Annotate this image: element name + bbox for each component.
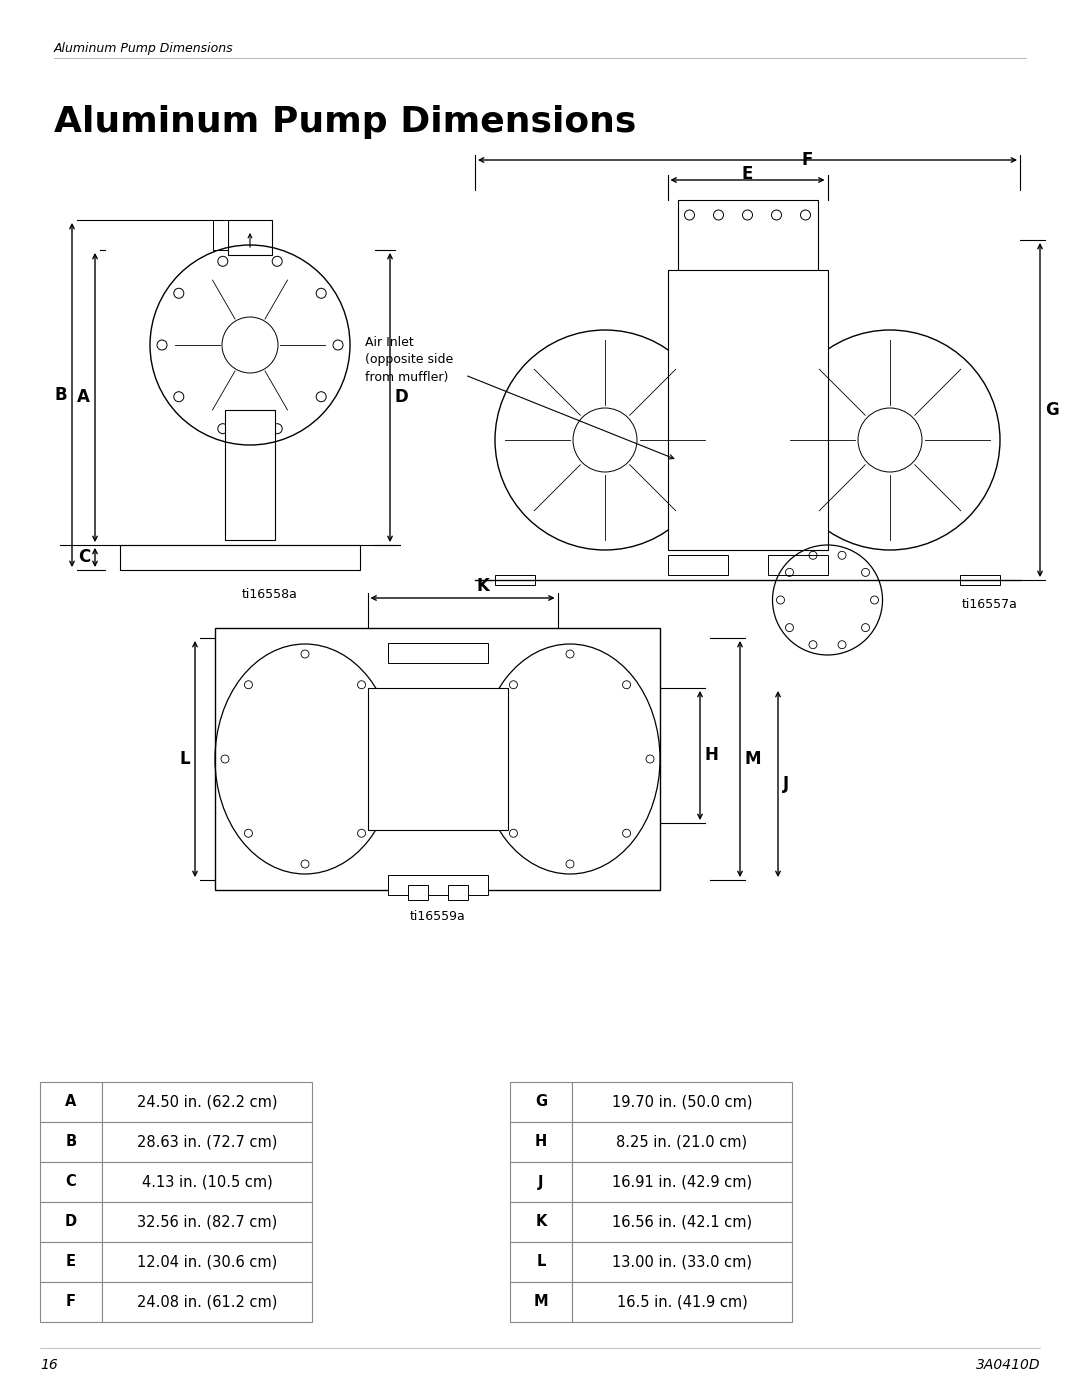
Text: 16: 16 xyxy=(40,1358,57,1372)
Bar xyxy=(572,1162,792,1201)
Bar xyxy=(510,1083,572,1122)
Text: L: L xyxy=(179,750,190,768)
Bar xyxy=(960,576,1000,585)
Text: J: J xyxy=(538,1175,543,1189)
Text: 8.25 in. (21.0 cm): 8.25 in. (21.0 cm) xyxy=(617,1134,747,1150)
Text: F: F xyxy=(801,151,813,169)
Text: 3A0410D: 3A0410D xyxy=(975,1358,1040,1372)
Text: 13.00 in. (33.0 cm): 13.00 in. (33.0 cm) xyxy=(612,1255,752,1270)
Bar xyxy=(102,1242,312,1282)
Bar xyxy=(120,545,360,570)
Text: 16.5 in. (41.9 cm): 16.5 in. (41.9 cm) xyxy=(617,1295,747,1309)
Text: G: G xyxy=(535,1094,548,1109)
Bar xyxy=(40,1201,102,1242)
Bar xyxy=(102,1083,312,1122)
Text: G: G xyxy=(1045,401,1058,419)
Text: E: E xyxy=(742,165,753,183)
Text: 4.13 in. (10.5 cm): 4.13 in. (10.5 cm) xyxy=(141,1175,272,1189)
Bar xyxy=(768,555,827,576)
Bar xyxy=(102,1282,312,1322)
Bar xyxy=(510,1242,572,1282)
Text: C: C xyxy=(66,1175,77,1189)
Bar xyxy=(572,1201,792,1242)
Text: 24.50 in. (62.2 cm): 24.50 in. (62.2 cm) xyxy=(137,1094,278,1109)
Text: J: J xyxy=(783,775,789,793)
Text: M: M xyxy=(745,750,761,768)
Text: D: D xyxy=(395,388,408,407)
Bar xyxy=(572,1122,792,1162)
Text: Aluminum Pump Dimensions: Aluminum Pump Dimensions xyxy=(54,42,233,54)
Text: B: B xyxy=(66,1134,77,1150)
Text: ti16557a: ti16557a xyxy=(962,598,1018,610)
Bar xyxy=(572,1282,792,1322)
Text: H: H xyxy=(535,1134,548,1150)
Text: ti16559a: ti16559a xyxy=(409,909,465,923)
Text: H: H xyxy=(705,746,719,764)
Bar xyxy=(40,1282,102,1322)
Text: 12.04 in. (30.6 cm): 12.04 in. (30.6 cm) xyxy=(137,1255,278,1270)
Bar xyxy=(407,886,428,900)
Text: E: E xyxy=(66,1255,76,1270)
Bar xyxy=(213,219,228,250)
Bar xyxy=(102,1162,312,1201)
Bar xyxy=(215,629,660,890)
Text: ti16558a: ti16558a xyxy=(242,588,298,601)
Bar xyxy=(572,1242,792,1282)
Text: C: C xyxy=(78,549,90,567)
Bar xyxy=(102,1201,312,1242)
Bar xyxy=(510,1201,572,1242)
Bar xyxy=(388,875,487,895)
Text: F: F xyxy=(66,1295,76,1309)
Bar xyxy=(447,886,468,900)
Bar xyxy=(667,555,728,576)
Text: 24.08 in. (61.2 cm): 24.08 in. (61.2 cm) xyxy=(137,1295,278,1309)
Bar xyxy=(367,687,508,830)
Text: M: M xyxy=(534,1295,549,1309)
Bar xyxy=(225,409,275,541)
Text: 32.56 in. (82.7 cm): 32.56 in. (82.7 cm) xyxy=(137,1214,278,1229)
Text: 16.56 in. (42.1 cm): 16.56 in. (42.1 cm) xyxy=(612,1214,752,1229)
Text: 16.91 in. (42.9 cm): 16.91 in. (42.9 cm) xyxy=(612,1175,752,1189)
Text: Aluminum Pump Dimensions: Aluminum Pump Dimensions xyxy=(54,105,636,138)
Bar xyxy=(40,1083,102,1122)
Bar xyxy=(510,1282,572,1322)
Text: D: D xyxy=(65,1214,77,1229)
Bar xyxy=(667,270,827,550)
Bar xyxy=(495,576,535,585)
Text: K: K xyxy=(536,1214,546,1229)
Text: 19.70 in. (50.0 cm): 19.70 in. (50.0 cm) xyxy=(611,1094,753,1109)
Bar xyxy=(102,1122,312,1162)
Bar xyxy=(677,200,818,300)
Bar xyxy=(40,1162,102,1201)
Text: 28.63 in. (72.7 cm): 28.63 in. (72.7 cm) xyxy=(137,1134,278,1150)
Text: B: B xyxy=(54,386,67,404)
Text: A: A xyxy=(77,388,90,407)
Bar xyxy=(40,1242,102,1282)
Bar xyxy=(228,219,272,256)
Text: A: A xyxy=(65,1094,77,1109)
Text: L: L xyxy=(537,1255,545,1270)
Text: Air Inlet
(opposite side
from muffler): Air Inlet (opposite side from muffler) xyxy=(365,337,454,384)
Bar xyxy=(40,1122,102,1162)
Text: K: K xyxy=(476,577,489,595)
Bar xyxy=(510,1122,572,1162)
Bar xyxy=(572,1083,792,1122)
Bar xyxy=(388,643,487,664)
Bar xyxy=(510,1162,572,1201)
